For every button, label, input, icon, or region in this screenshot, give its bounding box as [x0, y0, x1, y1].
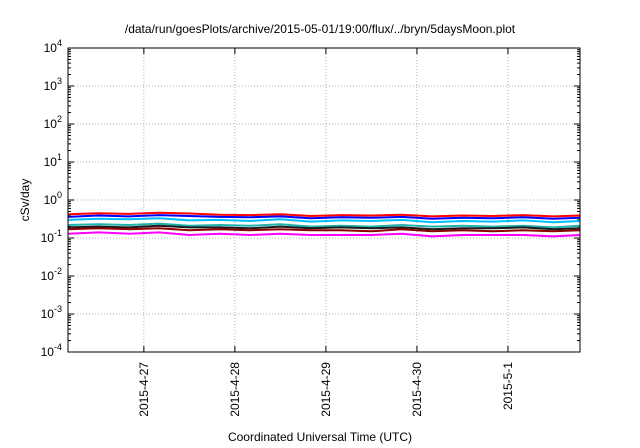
series-line-5	[67, 224, 581, 231]
x-tick-label: 2015-5-1	[501, 362, 515, 410]
x-tick-label: 2015-4-27	[137, 362, 151, 417]
series-line-1	[67, 211, 581, 218]
y-tick-label: 100	[44, 190, 62, 207]
y-tick-label: 101	[44, 152, 62, 169]
series-line-6	[67, 227, 581, 233]
x-axis-label: Coordinated Universal Time (UTC)	[227, 430, 413, 444]
series-line-7	[67, 231, 581, 238]
series-line-4	[67, 222, 581, 229]
y-tick-label: 10-1	[41, 228, 62, 245]
y-tick-label: 103	[44, 76, 62, 93]
series-line-2	[67, 214, 581, 220]
y-tick-label: 10-3	[41, 304, 62, 321]
plot-frame	[67, 47, 581, 353]
x-tick-label: 2015-4-28	[228, 362, 242, 417]
y-tick-label: 102	[44, 114, 62, 131]
chart-title: /data/run/goesPlots/archive/2015-05-01/1…	[124, 22, 516, 36]
y-tick-label: 10-4	[41, 342, 62, 359]
series-line-3	[67, 217, 581, 224]
x-tick-label: 2015-4-29	[319, 362, 333, 417]
x-tick-label: 2015-4-30	[410, 362, 424, 417]
y-tick-label: 10-2	[41, 266, 62, 283]
y-tick-label: 104	[44, 38, 62, 55]
